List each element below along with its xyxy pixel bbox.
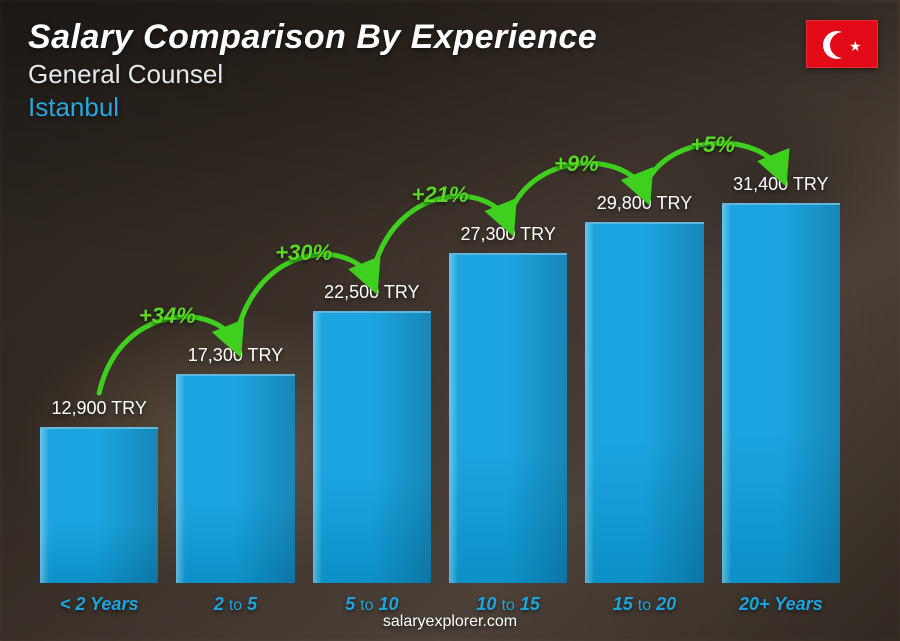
bar-x-label: 10 to 15	[449, 594, 567, 615]
country-flag-turkey: ★	[806, 20, 878, 68]
bar-value-label: 31,400 TRY	[733, 174, 828, 195]
increase-percent: +30%	[275, 240, 332, 266]
increase-percent: +21%	[412, 182, 469, 208]
bar-x-label: 15 to 20	[585, 594, 703, 615]
chart-subtitle: General Counsel	[28, 59, 597, 90]
increase-arc: +5%	[40, 113, 840, 583]
increase-arc: +30%	[40, 113, 840, 583]
bar-x-label: 2 to 5	[176, 594, 294, 615]
bar-value-label: 29,800 TRY	[597, 193, 692, 214]
chart-title: Salary Comparison By Experience	[28, 18, 597, 57]
increase-arc: +21%	[40, 113, 840, 583]
increase-percent: +34%	[139, 303, 196, 329]
bar	[449, 253, 567, 583]
increase-arc: +34%	[40, 113, 840, 583]
footer-source: salaryexplorer.com	[0, 613, 900, 631]
bar	[176, 374, 294, 583]
bar-wrap: 27,300 TRY10 to 15	[449, 224, 567, 583]
bar-x-label: < 2 Years	[40, 594, 158, 615]
bar	[585, 222, 703, 583]
increase-arc: +9%	[40, 113, 840, 583]
increase-percent: +5%	[690, 132, 735, 158]
bar	[313, 311, 431, 583]
increase-percent: +9%	[554, 151, 599, 177]
bar-value-label: 12,900 TRY	[51, 398, 146, 419]
bar-wrap: 31,400 TRY20+ Years	[722, 174, 840, 583]
bar-x-label: 5 to 10	[313, 594, 431, 615]
bar-chart: 12,900 TRY< 2 Years17,300 TRY2 to 522,50…	[40, 113, 840, 583]
header: Salary Comparison By Experience General …	[28, 18, 597, 123]
bar	[722, 203, 840, 583]
bar-wrap: 22,500 TRY5 to 10	[313, 282, 431, 583]
bar-value-label: 17,300 TRY	[188, 345, 283, 366]
bar-x-label: 20+ Years	[722, 594, 840, 615]
bar-wrap: 12,900 TRY< 2 Years	[40, 398, 158, 583]
bar-value-label: 27,300 TRY	[460, 224, 555, 245]
bar-value-label: 22,500 TRY	[324, 282, 419, 303]
bar	[40, 427, 158, 583]
bar-wrap: 17,300 TRY2 to 5	[176, 345, 294, 583]
bar-wrap: 29,800 TRY15 to 20	[585, 193, 703, 583]
